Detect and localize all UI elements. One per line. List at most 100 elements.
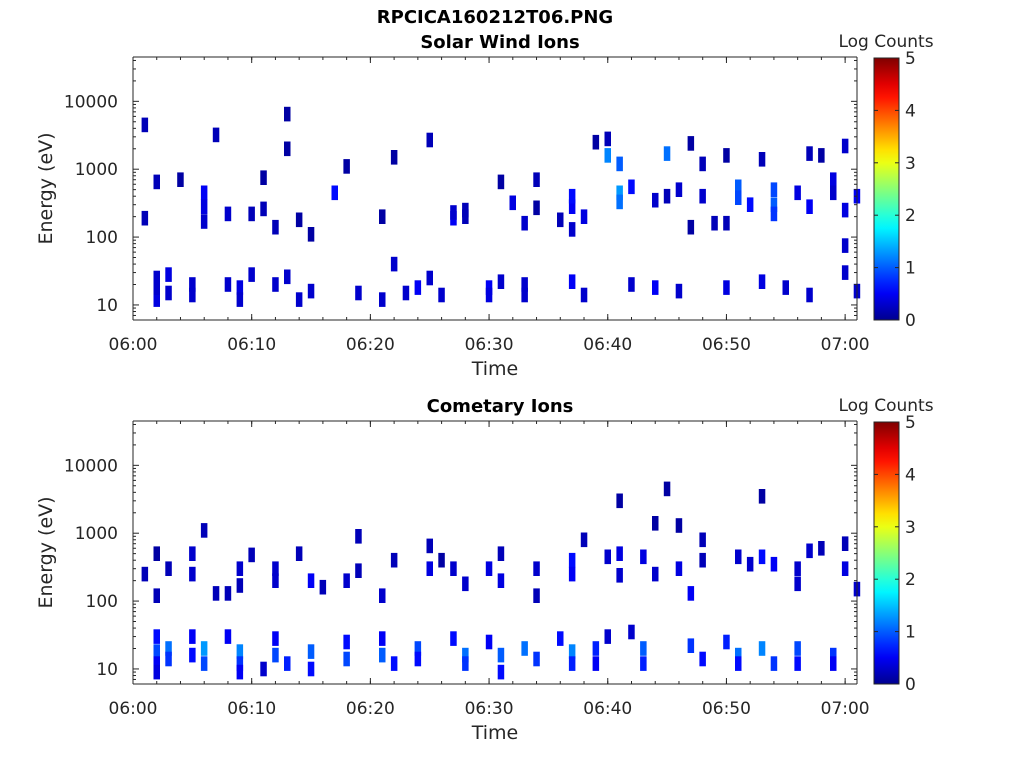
heatmap-cell <box>450 561 457 576</box>
heatmap-cell <box>343 573 350 588</box>
heatmap-cell <box>236 578 244 593</box>
heatmap-cell <box>165 651 172 667</box>
heatmap-cell <box>212 127 220 143</box>
heatmap-cell <box>580 209 588 224</box>
heatmap-cell <box>782 280 789 295</box>
heatmap-cell <box>521 287 528 303</box>
heatmap-cell <box>153 656 160 671</box>
heatmap-cell <box>841 138 849 154</box>
heatmap-cell <box>485 634 493 650</box>
heatmap-cell <box>568 644 576 659</box>
heatmap-cell <box>580 287 588 303</box>
heatmap-cell <box>379 588 386 603</box>
heatmap-cell <box>604 629 611 644</box>
x-tick-label: 06:50 <box>702 699 751 719</box>
heatmap-cell <box>699 651 706 667</box>
heatmap-cell <box>485 561 493 576</box>
heatmap-cell <box>355 563 362 578</box>
heatmap-cell <box>485 287 493 303</box>
heatmap-cell <box>390 150 398 165</box>
heatmap-cell <box>260 201 267 217</box>
heatmap-cell <box>758 549 766 565</box>
y-tick-label: 1000 <box>75 160 118 180</box>
y-tick-label: 10000 <box>64 92 118 112</box>
x-tick-label: 07:00 <box>821 699 870 719</box>
heatmap-cell <box>735 656 742 671</box>
heatmap-cell <box>758 152 766 167</box>
heatmap-cell <box>200 214 208 229</box>
heatmap-cell <box>770 182 778 197</box>
heatmap-cell <box>533 588 540 603</box>
heatmap-cell <box>723 215 730 231</box>
heatmap-cell <box>533 561 540 576</box>
heatmap-cell <box>426 561 433 576</box>
heatmap-cell <box>260 170 267 185</box>
heatmap-cell <box>295 212 303 228</box>
heatmap-cell <box>557 212 564 228</box>
heatmap-cell <box>568 656 576 671</box>
x-tick-label: 06:40 <box>583 699 632 719</box>
heatmap-cell <box>687 136 695 151</box>
heatmap-cell <box>343 634 350 650</box>
heatmap-cell <box>711 215 718 231</box>
heatmap-cell <box>746 197 754 212</box>
heatmap-cell <box>379 209 386 224</box>
x-tick-label: 06:10 <box>227 699 276 719</box>
heatmap-cell <box>568 274 576 289</box>
heatmap-cell <box>189 546 196 561</box>
heatmap-cell <box>628 624 635 640</box>
heatmap-cell <box>652 566 659 582</box>
heatmap-cell <box>592 641 600 656</box>
heatmap-cell <box>758 274 766 289</box>
heatmap-cell <box>746 556 754 572</box>
x-tick-label: 06:20 <box>346 335 395 355</box>
heatmap-cell <box>153 546 160 561</box>
heatmap-cell <box>307 283 315 299</box>
heatmap-cell <box>580 532 588 548</box>
x-axis-label: Time <box>471 358 519 380</box>
heatmap-cell <box>379 631 386 646</box>
heatmap-cell <box>616 546 623 561</box>
heatmap-cell <box>616 493 623 509</box>
heatmap-cell <box>224 277 232 292</box>
heatmap-cell <box>426 132 433 148</box>
heatmap-cell <box>295 292 303 307</box>
heatmap-cell <box>402 285 410 301</box>
y-tick-label: 10000 <box>64 456 118 476</box>
heatmap-cell <box>830 656 837 671</box>
heatmap-cell <box>616 194 623 210</box>
heatmap-cell <box>533 172 540 187</box>
heatmap-cell <box>616 568 623 583</box>
heatmap-cell <box>189 629 196 644</box>
heatmap-cell <box>652 516 659 531</box>
heatmap-cell <box>640 656 647 671</box>
heatmap-cell <box>806 543 813 559</box>
heatmap-cell <box>568 188 576 204</box>
heatmap-cell <box>723 634 730 650</box>
heatmap-cell <box>770 206 778 222</box>
heatmap-cell <box>390 656 398 671</box>
colorbar-tick-label: 5 <box>905 413 916 433</box>
heatmap-cell <box>462 647 469 663</box>
heatmap-cell <box>818 148 825 163</box>
heatmap-cell <box>509 195 516 211</box>
heatmap-cell <box>272 647 279 663</box>
heatmap-cell <box>794 561 801 576</box>
heatmap-cell <box>521 641 528 656</box>
heatmap-cell <box>592 656 600 671</box>
heatmap-cell <box>640 641 647 656</box>
heatmap-cell <box>497 174 505 190</box>
heatmap-cell <box>260 661 267 677</box>
heatmap-cell <box>830 172 837 187</box>
heatmap-cell <box>177 172 184 187</box>
heatmap-cell <box>652 192 659 208</box>
heatmap-cell <box>224 586 232 601</box>
heatmap-cell <box>794 185 801 201</box>
heatmap-cell <box>604 549 611 565</box>
heatmap-cell <box>343 651 350 667</box>
heatmap-cell <box>723 280 730 295</box>
heatmap-cell <box>533 651 540 667</box>
heatmap-cell <box>307 573 315 588</box>
figure-title: RPCICA160212T06.PNG <box>376 7 614 28</box>
